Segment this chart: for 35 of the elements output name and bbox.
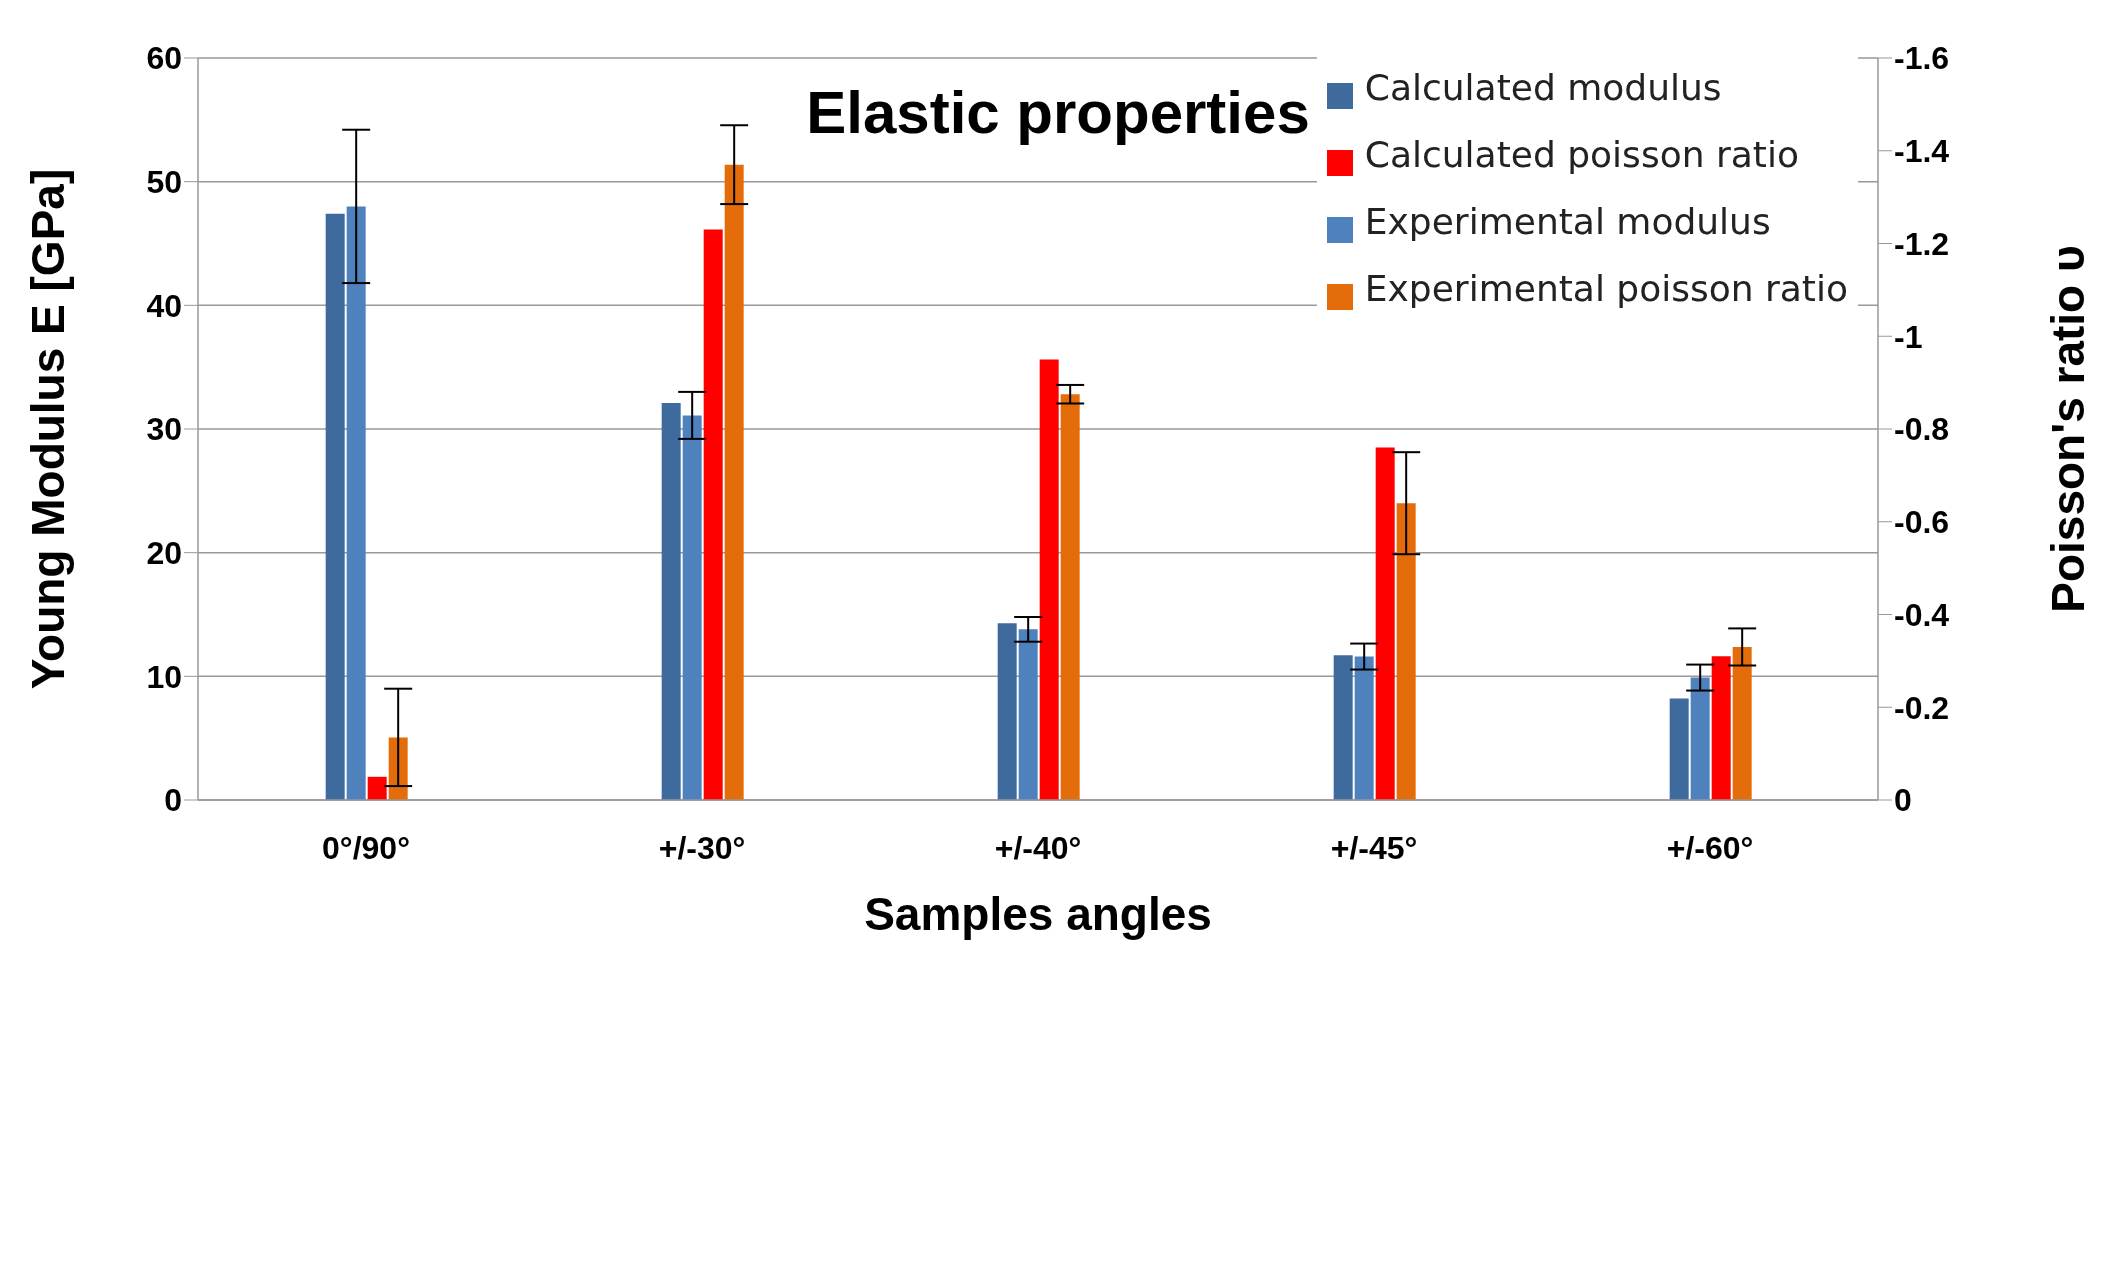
y-axis-title: Young Modulus E [GPa]	[22, 168, 75, 690]
y2-tick-label: -0.6	[1894, 504, 1950, 541]
y-tick-label: 40	[146, 287, 182, 324]
y2-tick-label: -1	[1894, 318, 1923, 355]
y2-tick-label: -1.2	[1894, 225, 1950, 262]
y-tick-label: 10	[146, 658, 182, 695]
x-tick-label: +/-45°	[1330, 829, 1418, 866]
y2-tick-label: -0.2	[1894, 689, 1950, 726]
y2-axis-title: Poisson's ratio υ	[2042, 245, 2095, 613]
y-tick-label: 20	[146, 535, 182, 572]
bar	[346, 206, 366, 800]
y2-tick-label: -0.4	[1894, 596, 1950, 633]
legend-label: Experimental modulus	[1364, 201, 1771, 242]
y-tick-label: 30	[146, 411, 182, 448]
y-tick-label: 50	[146, 164, 182, 201]
bar	[661, 403, 681, 800]
y-tick-label: 0	[164, 782, 182, 819]
x-axis-title: Samples angles	[864, 888, 1212, 940]
y-tick-label: 60	[146, 40, 182, 77]
bar	[997, 623, 1017, 800]
bar	[1333, 655, 1353, 800]
legend-label: Experimental poisson ratio	[1364, 268, 1848, 309]
y2-tick-label: -1.4	[1894, 133, 1950, 170]
legend-label: Calculated poisson ratio	[1364, 134, 1799, 175]
legend-label: Calculated modulus	[1364, 67, 1722, 108]
bar	[1669, 698, 1689, 800]
y2-tick-label: -0.8	[1894, 411, 1950, 448]
x-tick-label: +/-60°	[1666, 829, 1754, 866]
y2-tick-label: 0	[1894, 782, 1912, 819]
bar	[325, 213, 345, 800]
x-tick-label: 0°/90°	[322, 829, 410, 866]
x-tick-label: +/-30°	[658, 829, 746, 866]
y2-tick-label: -1.6	[1894, 40, 1950, 77]
x-tick-label: +/-40°	[994, 829, 1082, 866]
chart-title: Elastic properties	[806, 79, 1310, 146]
